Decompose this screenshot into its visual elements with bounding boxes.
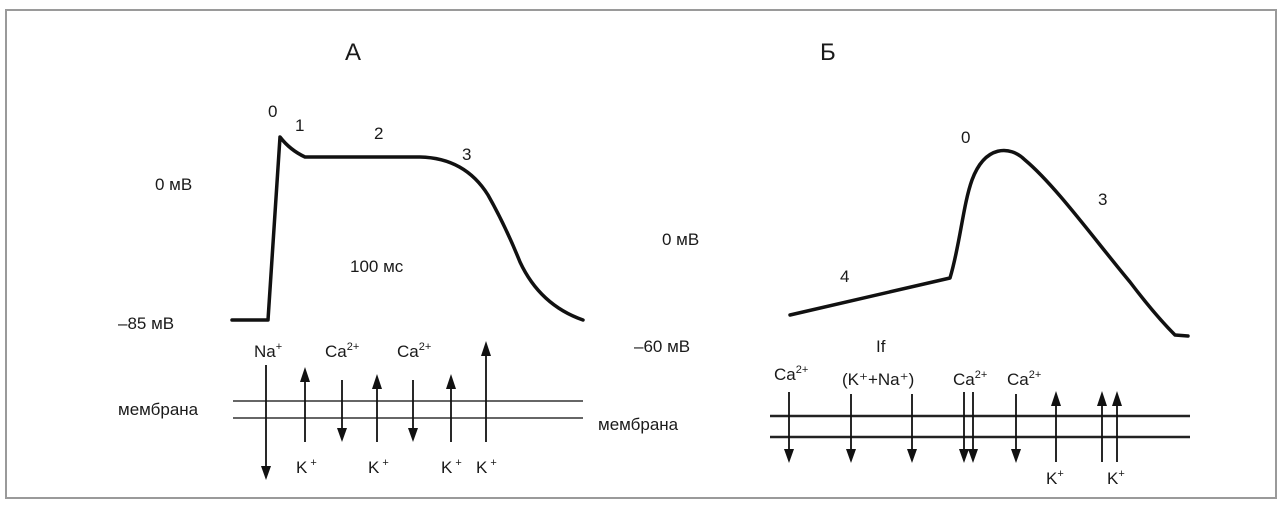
panel-b-level-zero: 0 мВ: [662, 230, 699, 249]
panel-b-level-rest: –60 мВ: [634, 337, 690, 356]
panel-b-arrow-ca-in-3: [968, 392, 978, 463]
panel-b-ion-ca-1: Ca2+: [774, 364, 808, 384]
panel-a-ion-k-1: K +: [296, 457, 317, 477]
panel-a-phase-1: 1: [295, 116, 304, 135]
panel-a-ion-na: Na+: [254, 341, 282, 361]
panel-b-arrow-k-out-2: [1097, 391, 1107, 462]
panel-a-ion-k-3: K +: [441, 457, 462, 477]
panel-a-arrow-k-out-2: [372, 374, 382, 442]
panel-a-ion-k-2: K +: [368, 457, 389, 477]
panel-b-phase-4: 4: [840, 267, 849, 286]
panel-a-arrow-k-out-4: [481, 341, 491, 442]
panel-b-ion-ca-3: Ca2+: [1007, 369, 1041, 389]
panel-a-arrow-ca-in-2: [408, 380, 418, 442]
panel-b-funny-current: If: [876, 337, 886, 356]
panel-b-arrow-funny-in-1: [846, 394, 856, 463]
panel-b-arrow-ca-in-2: [959, 392, 969, 463]
panel-a-phase-3: 3: [462, 145, 471, 164]
panel-b-arrow-ca-in-1: [784, 392, 794, 463]
panel-a-duration: 100 мс: [350, 257, 404, 276]
panel-b-membrane-label: мембрана: [598, 415, 679, 434]
panel-a-ion-k-4: K +: [476, 457, 497, 477]
panel-b-arrow-k-out-1: [1051, 391, 1061, 462]
panel-b: Б 0 3 4 0 мВ –60 мВ мембрана If (K⁺+Na⁺)…: [598, 39, 1190, 488]
panel-b-funny-ions: (K⁺+Na⁺): [842, 370, 914, 389]
panel-b-arrow-ca-in-4: [1011, 394, 1021, 463]
panel-a-arrow-k-out-1: [300, 367, 310, 442]
panel-a-action-potential-curve: [230, 135, 585, 322]
figure-border: [5, 9, 1277, 499]
panel-a-arrow-ca-in-1: [337, 380, 347, 442]
panel-a-arrow-na-in: [261, 365, 271, 480]
panel-a-ion-ca-1: Ca2+: [325, 341, 359, 361]
panel-a: А 0 1 2 3 0 мВ –85 мВ 100 мс мембрана Na…: [118, 39, 585, 480]
panel-b-phase-0: 0: [961, 128, 970, 147]
panel-b-ion-k-1: K+: [1046, 468, 1064, 488]
panel-a-level-rest: –85 мВ: [118, 314, 174, 333]
panel-b-action-potential-curve: [788, 148, 1190, 338]
panel-a-phase-0: 0: [268, 102, 277, 121]
panel-a-membrane-label: мембрана: [118, 400, 199, 419]
panel-a-ion-ca-2: Ca2+: [397, 341, 431, 361]
panel-a-title: А: [345, 39, 361, 66]
panel-a-level-zero: 0 мВ: [155, 175, 192, 194]
panel-a-arrow-k-out-3: [446, 374, 456, 442]
panel-b-phase-3: 3: [1098, 190, 1107, 209]
panel-b-title: Б: [820, 39, 836, 66]
panel-b-arrow-funny-in-2: [907, 394, 917, 463]
panel-b-ion-k-2: K+: [1107, 468, 1125, 488]
panel-b-ion-ca-2: Ca2+: [953, 369, 987, 389]
panel-b-arrow-k-out-3: [1112, 391, 1122, 462]
panel-a-phase-2: 2: [374, 124, 383, 143]
